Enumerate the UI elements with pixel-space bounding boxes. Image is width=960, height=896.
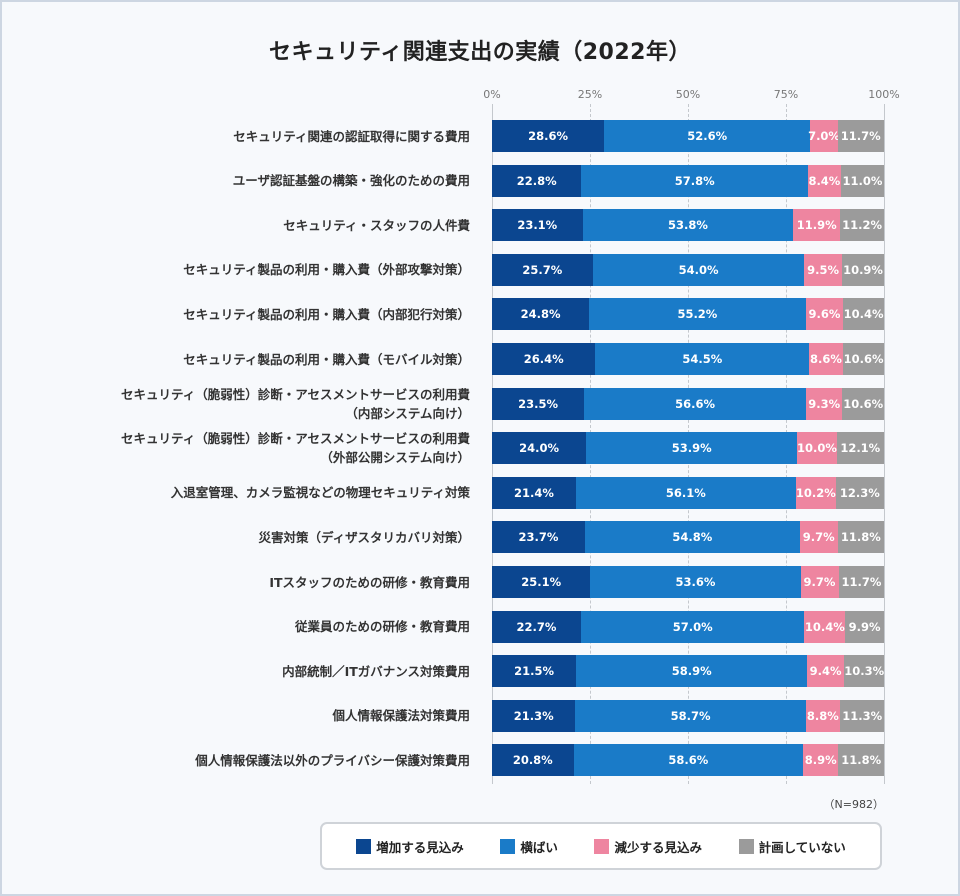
bar-segment: 9.9% [845, 610, 884, 643]
category-label: セキュリティ製品の利用・購入費（内部犯行対策） [183, 306, 470, 322]
bar-segment: 11.0% [840, 164, 884, 197]
bar-segment: 11.9% [793, 209, 841, 242]
bar-segment: 7.0% [808, 120, 840, 152]
category-label: ITスタッフのための研修・教育費用 [269, 574, 470, 590]
bar-segment: 8.4% [807, 164, 841, 197]
bar-segment: 10.3% [844, 655, 885, 688]
bar-segment: 20.8% [492, 744, 574, 777]
bar-segment: 54.0% [592, 253, 805, 286]
legend-label: 増加する見込み [376, 839, 464, 855]
bar-segment: 54.5% [595, 343, 810, 375]
legend-swatch [356, 838, 372, 854]
legend-swatch [738, 838, 754, 854]
bar-segment: 11.8% [837, 521, 884, 554]
category-label: 内部統制／ITガバナンス対策費用 [282, 663, 470, 679]
bar-segment: 10.9% [841, 253, 885, 286]
bar-segment: 58.9% [576, 655, 808, 688]
legend: 増加する見込み 横ばい 減少する見込み 計画していない [320, 822, 882, 870]
legend-swatch [594, 838, 610, 854]
category-label: 災害対策（ディザスタリカバリ対策） [258, 529, 470, 545]
x-tick-label: 100% [868, 88, 900, 101]
x-tick-label: 75% [773, 88, 799, 101]
category-label: 入退室管理、カメラ監視などの物理セキュリティ対策 [170, 485, 470, 501]
bar-segment: 57.8% [581, 164, 808, 197]
bar-segment: 24.8% [492, 298, 590, 331]
chart-title: セキュリティ関連支出の実績（2022年） [269, 40, 691, 65]
bar-segment: 10.6% [842, 387, 884, 420]
bar-segment: 9.4% [807, 655, 844, 688]
category-label: セキュリティ・スタッフの人件費 [283, 217, 470, 233]
bar-segment: 8.8% [805, 699, 841, 732]
bar-segment: 56.6% [584, 387, 806, 420]
bar-segment: 55.2% [589, 298, 806, 331]
bar-segment: 26.4% [492, 343, 596, 375]
category-label: 個人情報保護法対策費用 [332, 708, 470, 724]
bar-segment: 22.7% [492, 610, 581, 643]
bar-segment: 11.3% [840, 699, 885, 732]
bar-segment: 9.7% [800, 566, 839, 598]
bar-segment: 28.6% [492, 120, 605, 152]
bar-segment: 54.8% [584, 521, 800, 554]
bar-segment: 10.0% [797, 432, 837, 465]
bar-segment: 21.3% [492, 699, 576, 732]
bar-segment: 53.6% [590, 566, 801, 598]
bar-segment: 11.2% [840, 209, 884, 242]
sample-size-note: （N=982） [823, 798, 884, 811]
x-tick-label: 50% [675, 88, 701, 101]
bar-segment: 23.5% [492, 387, 585, 420]
legend-label: 計画していない [758, 839, 846, 855]
category-label: 従業員のための研修・教育費用 [294, 619, 470, 635]
bar-segment: 10.2% [795, 476, 836, 509]
category-label: ユーザ認証基盤の構築・強化のための費用 [232, 173, 470, 189]
category-label: セキュリティ関連の認証取得に関する費用 [233, 128, 470, 144]
bar-segment: 8.9% [803, 744, 839, 777]
bar-segment: 12.1% [836, 432, 884, 465]
bar-segment: 11.8% [838, 744, 885, 777]
bar-segment: 10.4% [843, 298, 884, 331]
category-label: セキュリティ製品の利用・購入費（外部攻撃対策） [183, 262, 470, 278]
category-label: セキュリティ（脆弱性）診断・アセスメントサービスの利用費 （内部システム向け） [120, 386, 470, 421]
legend-item: 計画していない [738, 837, 846, 856]
bar-segment: 25.7% [492, 253, 593, 286]
bar-segment: 9.3% [805, 387, 843, 420]
bar-segment: 24.0% [492, 432, 587, 465]
bar-segment: 53.8% [582, 209, 794, 242]
bar-segment: 21.4% [492, 476, 576, 509]
bar-segment: 52.6% [604, 120, 811, 152]
x-tick-label: 0% [483, 88, 501, 101]
bar-segment: 57.0% [580, 610, 805, 643]
legend-item: 減少する見込み [594, 837, 702, 856]
legend-swatch [500, 838, 516, 854]
bar-segment: 22.8% [492, 164, 582, 197]
category-label: セキュリティ（脆弱性）診断・アセスメントサービスの利用費 （外部公開システム向け） [120, 431, 470, 466]
bar-segment: 9.6% [805, 298, 844, 331]
bar-segment: 11.7% [837, 120, 884, 152]
bar-segment: 25.1% [492, 566, 591, 598]
bar-segment: 23.7% [492, 521, 585, 554]
bar-segment: 56.1% [575, 476, 796, 509]
bar-segment: 11.7% [838, 566, 885, 598]
bar-segment: 10.4% [804, 610, 846, 643]
gridline [884, 104, 885, 784]
category-label: 個人情報保護法以外のプライバシー保護対策費用 [195, 752, 470, 768]
bar-segment: 9.5% [804, 253, 842, 286]
legend-item: 横ばい [500, 837, 558, 856]
legend-label: 横ばい [520, 839, 558, 855]
bar-segment: 23.1% [492, 209, 583, 242]
bar-segment: 58.6% [573, 744, 804, 777]
bar-segment: 58.7% [575, 699, 806, 732]
bar-segment: 21.5% [492, 655, 577, 688]
bar-segment: 12.3% [835, 476, 884, 509]
bar-segment: 9.7% [799, 521, 838, 554]
legend-label: 減少する見込み [614, 839, 702, 855]
bar-segment: 8.6% [809, 343, 843, 375]
category-label: セキュリティ製品の利用・購入費（モバイル対策） [183, 351, 470, 367]
legend-item: 増加する見込み [356, 837, 464, 856]
bar-segment: 53.9% [586, 432, 798, 465]
x-tick-label: 25% [577, 88, 603, 101]
bar-segment: 10.6% [842, 343, 885, 375]
